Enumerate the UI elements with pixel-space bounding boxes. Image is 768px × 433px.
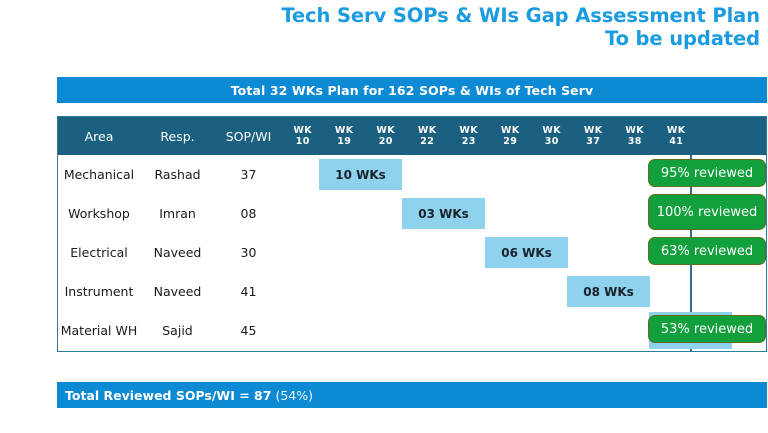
cell-sopwi: 45 (240, 323, 257, 338)
week-prefix: WK (417, 125, 437, 136)
week-number: 10 (295, 136, 310, 147)
column-header-area: Area (58, 117, 140, 155)
page-title-line-1: Tech Serv SOPs & WIs Gap Assessment Plan (281, 4, 760, 27)
week-prefix: WK (583, 125, 603, 136)
cell-resp: Naveed (153, 284, 202, 299)
table-row: Material WH Sajid 45 (58, 311, 766, 350)
week-number: 23 (461, 136, 476, 147)
table-row: Workshop Imran 08 (58, 194, 766, 233)
column-header-week-29: WK 29 (490, 117, 532, 155)
table-row: Electrical Naveed 30 (58, 233, 766, 272)
week-number: 22 (420, 136, 435, 147)
column-header-sopwi-label: SOP/WI (225, 128, 272, 144)
column-header-week-38: WK 38 (614, 117, 656, 155)
gantt-table: Area Resp. SOP/WI WK 10 WK 19 WK 20 WK 2… (57, 116, 767, 352)
column-header-area-label: Area (84, 128, 114, 144)
column-header-resp-label: Resp. (160, 128, 195, 144)
column-header-week-10: WK 10 (282, 117, 324, 155)
table-row: Mechanical Rashad 37 (58, 155, 766, 194)
week-number: 41 (669, 136, 684, 147)
week-number: 38 (627, 136, 642, 147)
cell-area: Workshop (68, 206, 130, 221)
column-header-week-37: WK 37 (573, 117, 615, 155)
bottom-banner-main-label: Total Reviewed SOPs/WI = 87 (65, 387, 272, 403)
column-header-week-22: WK 22 (407, 117, 449, 155)
cell-area: Instrument (64, 284, 134, 299)
week-prefix: WK (293, 125, 313, 136)
bottom-banner: Total Reviewed SOPs/WI = 87 (54%) (57, 382, 767, 408)
bottom-banner-percent-label: (54%) (275, 387, 313, 403)
week-prefix: WK (666, 125, 686, 136)
week-prefix: WK (500, 125, 520, 136)
column-header-week-41: WK 41 (656, 117, 698, 155)
column-header-week-20: WK 20 (365, 117, 407, 155)
week-prefix: WK (376, 125, 396, 136)
week-prefix: WK (334, 125, 354, 136)
table-row: Instrument Naveed 41 (58, 272, 766, 311)
table-header-row: Area Resp. SOP/WI WK 10 WK 19 WK 20 WK 2… (58, 117, 766, 155)
column-header-sopwi: SOP/WI (215, 117, 282, 155)
cell-sopwi: 30 (240, 245, 257, 260)
column-header-week-23: WK 23 (448, 117, 490, 155)
top-banner-label: Total 32 WKs Plan for 162 SOPs & WIs of … (230, 82, 594, 98)
week-number: 20 (378, 136, 393, 147)
week-number: 29 (503, 136, 518, 147)
week-number: 37 (586, 136, 601, 147)
page-title: Tech Serv SOPs & WIs Gap Assessment Plan… (0, 4, 760, 50)
week-prefix: WK (542, 125, 562, 136)
cell-sopwi: 08 (240, 206, 257, 221)
top-banner: Total 32 WKs Plan for 162 SOPs & WIs of … (57, 77, 767, 103)
cell-area: Electrical (70, 245, 128, 260)
cell-resp: Naveed (153, 245, 202, 260)
table-body: Mechanical Rashad 37 Workshop Imran 08 E… (58, 155, 766, 351)
column-header-week-19: WK 19 (324, 117, 366, 155)
cell-area: Mechanical (63, 167, 135, 182)
cell-sopwi: 41 (240, 284, 257, 299)
week-number: 19 (337, 136, 352, 147)
column-header-week-30: WK 30 (531, 117, 573, 155)
page-title-line-2: To be updated (604, 27, 760, 50)
week-number: 30 (544, 136, 559, 147)
cell-sopwi: 37 (240, 167, 257, 182)
week-prefix: WK (625, 125, 645, 136)
cell-resp: Sajid (162, 323, 193, 338)
column-header-resp: Resp. (140, 117, 215, 155)
cell-resp: Imran (159, 206, 196, 221)
cell-area: Material WH (60, 323, 138, 338)
cell-resp: Rashad (154, 167, 201, 182)
week-prefix: WK (459, 125, 479, 136)
